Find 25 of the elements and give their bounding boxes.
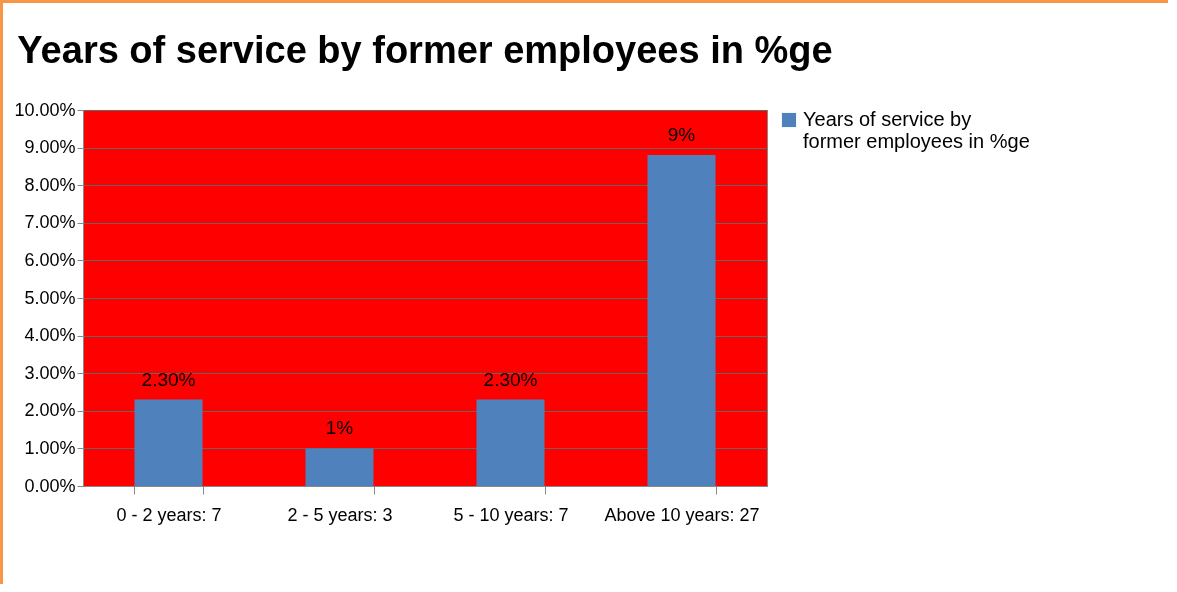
x-tick-label: 2 - 5 years: 3 — [287, 504, 393, 525]
data-label: 2.30% — [483, 368, 538, 390]
legend-label: Years of service by former employees in %ge — [803, 108, 1030, 152]
x-tick-label: Above 10 years: 27 — [604, 504, 760, 525]
x-tick-label: 0 - 2 years: 7 — [116, 504, 222, 525]
y-tick-label: 4.00% — [24, 325, 76, 346]
data-label: 9% — [667, 124, 696, 146]
y-tick-label: 0.00% — [24, 475, 76, 496]
y-tick-label: 10.00% — [14, 99, 76, 120]
bar — [476, 399, 545, 486]
bar — [647, 155, 716, 486]
bar — [305, 448, 374, 486]
y-tick-label: 6.00% — [24, 249, 76, 270]
bar — [134, 399, 203, 486]
data-label: 2.30% — [141, 368, 196, 390]
y-tick-label: 5.00% — [24, 287, 76, 308]
y-tick-label: 1.00% — [24, 437, 76, 458]
y-tick-label: 8.00% — [24, 174, 76, 195]
y-tick-label: 7.00% — [24, 212, 76, 233]
y-tick-label: 3.00% — [24, 362, 76, 383]
y-tick-label: 9.00% — [24, 137, 76, 158]
y-tick-label: 2.00% — [24, 400, 76, 421]
x-tick-label: 5 - 10 years: 7 — [453, 504, 569, 525]
chart-title: Years of service by former employees in %ge — [17, 29, 833, 71]
data-label: 1% — [325, 417, 354, 439]
